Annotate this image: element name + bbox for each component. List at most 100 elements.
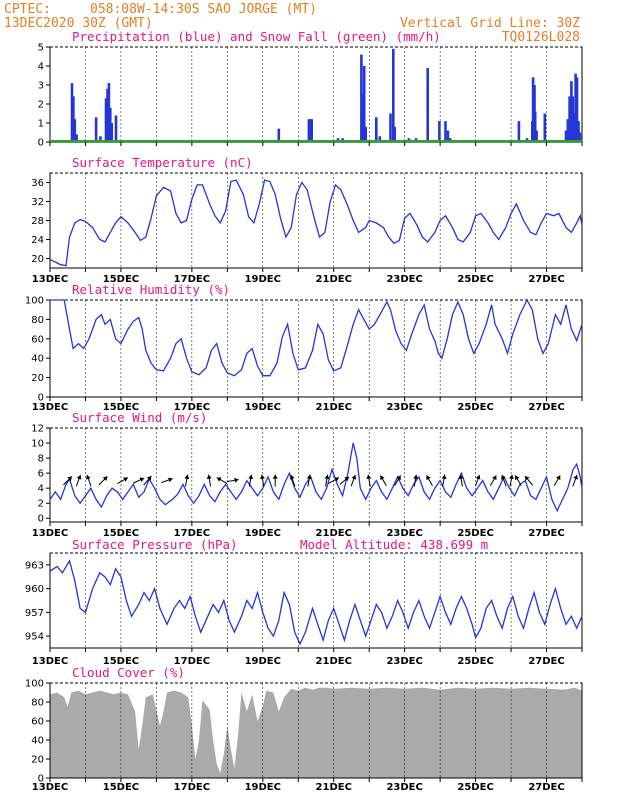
- wind-arrow-head: [351, 474, 357, 480]
- wind-arrow: [259, 474, 265, 487]
- precip-bar: [535, 130, 538, 142]
- y-tick-label: 60: [31, 334, 44, 345]
- y-tick-label: 24: [31, 235, 44, 246]
- date-label: 25DEC: [457, 528, 493, 539]
- panel-title: Surface Temperature (nC): [72, 155, 253, 170]
- wind-arrow-head: [206, 474, 212, 480]
- precip-bar: [392, 48, 395, 142]
- panel-frame: [49, 552, 583, 649]
- precip-bar: [277, 128, 281, 142]
- wind-arrow-head: [324, 474, 330, 480]
- panel-title: Cloud Cover (%): [72, 665, 185, 680]
- y-tick-label: 963: [25, 560, 44, 571]
- y-tick-label: 60: [31, 717, 44, 728]
- wind-arrow-head: [458, 474, 464, 480]
- y-tick-label: 2: [38, 499, 44, 510]
- wind-arrow-head: [272, 474, 278, 479]
- wind-arrow-head: [216, 477, 222, 482]
- series-line: [49, 179, 583, 267]
- wind-arrow-head: [76, 474, 82, 480]
- wind-arrow-head: [508, 474, 514, 480]
- wind-arrow: [272, 474, 278, 487]
- panel-annotation: Model Altitude: 438.699 m: [300, 537, 488, 552]
- wind-arrow-head: [67, 476, 72, 481]
- precip-bar: [360, 96, 364, 142]
- date-label: 19DEC: [245, 274, 281, 285]
- header-grid-note: Vertical Grid Line: 30Z: [400, 16, 580, 31]
- precip-bar: [99, 136, 102, 142]
- wind-arrow-head: [524, 476, 530, 481]
- y-tick-label: 3: [38, 81, 44, 92]
- precip-bar: [107, 83, 111, 142]
- date-label: 23DEC: [386, 782, 422, 793]
- precip-bar: [566, 119, 570, 142]
- wind-arrow-head: [334, 477, 339, 482]
- precip-bar: [307, 119, 311, 142]
- date-label: 21DEC: [316, 274, 352, 285]
- wind-arrow: [133, 477, 145, 484]
- y-tick-label: 954: [25, 632, 44, 643]
- panel-title: Relative Humidity (%): [72, 282, 230, 297]
- wind-arrow: [324, 474, 330, 487]
- y-tick-label: 100: [25, 296, 44, 307]
- wind-arrow: [489, 475, 497, 487]
- date-label: 23DEC: [386, 274, 422, 285]
- date-label: 13DEC: [32, 274, 68, 285]
- panel-1: 0 1 2 3 4 5 Precipitation (blue) and Snow Fall…: [38, 29, 583, 149]
- wind-arrow-head: [515, 475, 520, 481]
- y-tick-label: 36: [31, 178, 44, 189]
- precip-bar: [94, 117, 98, 142]
- precip-bar: [543, 113, 547, 142]
- date-label: 19DEC: [245, 402, 281, 413]
- precip-bar: [570, 81, 573, 142]
- y-tick-label: 960: [25, 584, 44, 595]
- y-tick-label: 1: [38, 119, 44, 130]
- wind-arrow: [98, 476, 108, 486]
- wind-arrow-head: [85, 474, 91, 480]
- precip-bar: [426, 67, 429, 142]
- wind-arrow-head: [344, 476, 349, 482]
- wind-arrow: [117, 477, 129, 485]
- date-label: 15DEC: [103, 528, 139, 539]
- wind-arrow-head: [123, 477, 128, 482]
- date-label: 25DEC: [457, 656, 493, 667]
- date-label: 27DEC: [528, 274, 564, 285]
- y-tick-label: 20: [31, 254, 44, 265]
- wind-arrow: [206, 474, 212, 487]
- y-tick-label: 20: [31, 373, 44, 384]
- wind-arrow: [379, 475, 387, 487]
- wind-arrow: [339, 476, 350, 485]
- wind-arrow: [500, 474, 507, 487]
- precip-bar: [378, 136, 382, 142]
- wind-arrow: [458, 474, 464, 487]
- precip-bar: [106, 88, 109, 142]
- wind-arrow: [328, 477, 340, 485]
- series-line: [50, 298, 583, 377]
- header-source: CPTEC:: [4, 2, 51, 17]
- y-tick-label: 2: [38, 100, 44, 111]
- date-label: 21DEC: [316, 782, 352, 793]
- wind-arrow: [226, 477, 239, 483]
- precip-bar: [564, 130, 568, 142]
- date-label: 25DEC: [457, 782, 493, 793]
- wind-arrow-head: [500, 474, 506, 480]
- precip-bar: [364, 126, 367, 142]
- precip-bar: [72, 96, 75, 142]
- y-tick-label: 12: [31, 424, 44, 435]
- wind-arrow: [572, 474, 578, 487]
- precip-bar: [114, 115, 118, 142]
- wind-arrow: [508, 474, 514, 487]
- date-label: 15DEC: [103, 782, 139, 793]
- date-label: 23DEC: [386, 402, 422, 413]
- wind-arrow-head: [396, 475, 401, 481]
- precip-bar: [438, 121, 441, 142]
- wind-arrow: [441, 474, 447, 487]
- precip-bar: [393, 126, 396, 142]
- precip-bar: [109, 107, 112, 142]
- wind-arrow-head: [413, 474, 419, 480]
- wind-arrow: [394, 475, 402, 487]
- y-tick-label: 40: [31, 354, 44, 365]
- precip-bar: [310, 119, 313, 142]
- wind-arrow-head: [573, 474, 578, 480]
